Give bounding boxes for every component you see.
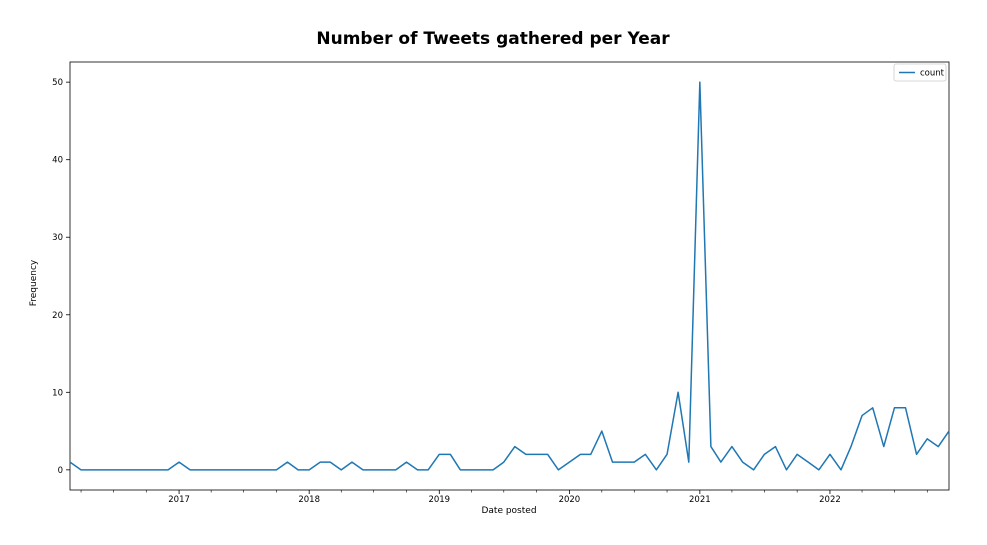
x-axis-label: Date posted [481,506,536,516]
chart-title: Number of Tweets gathered per Year [316,29,670,49]
y-tick-label: 20 [52,311,63,321]
x-axis: 2017 2018 2019 2020 2021 2022 [80,490,928,505]
y-tick-label: 40 [52,156,63,166]
series-layer [69,81,950,471]
legend-label-count: count [920,69,945,79]
series-line-count [69,81,950,471]
plot-area [69,61,950,491]
y-tick-label: 10 [52,388,63,398]
x-tick-label: 2017 [168,495,190,505]
y-axis: 0 10 20 30 40 50 [52,78,70,476]
legend: count [893,63,947,82]
y-tick-label: 50 [52,78,63,88]
y-axis-label: Frequency [29,259,39,306]
x-tick-label: 2021 [689,495,711,505]
x-tick-label: 2019 [428,495,450,505]
x-tick-label: 2020 [559,495,581,505]
y-tick-label: 30 [52,233,63,243]
plot-frame [69,61,950,491]
legend-box [893,63,947,82]
x-tick-label: 2022 [819,495,841,505]
x-tick-label: 2018 [298,495,320,505]
y-tick-label: 0 [58,466,63,476]
